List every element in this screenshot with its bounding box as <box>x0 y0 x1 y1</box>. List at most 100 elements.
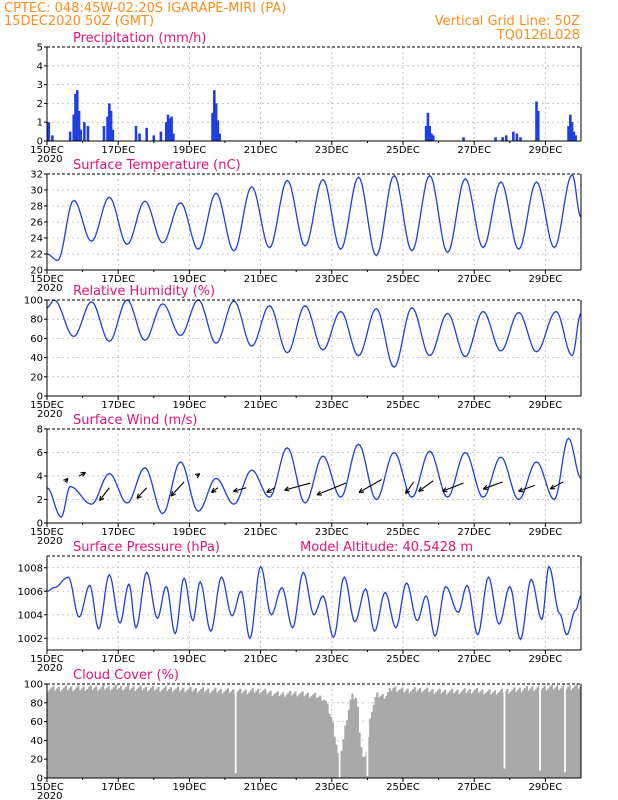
precip-bar <box>515 133 519 141</box>
cloud-bar <box>63 687 66 778</box>
cloud-bar <box>488 689 491 778</box>
precip-bar <box>430 133 433 141</box>
wind-arrow-head <box>518 487 524 493</box>
wind-arrow <box>518 484 535 492</box>
x-tick-label: 17DEC <box>101 274 135 285</box>
cloud-bar <box>390 690 393 778</box>
precip-bar <box>75 90 79 141</box>
cloud-bar <box>413 687 416 778</box>
y-tick-label: 20 <box>30 372 43 383</box>
cloud-bar <box>175 688 178 778</box>
cloud-bar <box>554 687 557 778</box>
precip-bar <box>567 125 570 141</box>
cloud-bar <box>144 686 148 778</box>
cloud-bar <box>198 690 201 778</box>
precip-bar <box>159 131 163 141</box>
cloud-bar <box>123 688 126 778</box>
cloud-bar <box>330 717 333 778</box>
cloud-bar <box>328 713 331 778</box>
cloud-bar <box>472 691 475 778</box>
cloud-bar <box>255 690 258 778</box>
wind-arrow-head <box>549 484 556 490</box>
cloud-bar <box>155 688 158 778</box>
y-tick-label: 28 <box>30 202 43 213</box>
cloud-bar <box>137 687 140 778</box>
cloud-bar <box>205 690 208 778</box>
cloud-bar <box>401 687 404 778</box>
x-tick-label: 19DEC <box>173 782 207 793</box>
cloud-bar <box>290 695 294 778</box>
cloud-bar <box>506 688 509 778</box>
cloud-bar <box>404 690 407 778</box>
cloud-bar <box>370 712 374 778</box>
y-tick-label: 1008 <box>18 563 43 574</box>
cloud-bar <box>68 688 71 778</box>
cloud-bar <box>308 697 311 778</box>
cloud-bar <box>575 684 578 778</box>
cloud-bar <box>225 689 228 778</box>
panel-title: Cloud Cover (%) <box>73 668 179 683</box>
wind-arrow <box>483 481 503 490</box>
wind-arrow-head <box>482 484 489 490</box>
cloud-bar <box>577 688 580 778</box>
y-tick-label: 1004 <box>18 610 43 621</box>
cloud-bar <box>331 722 334 778</box>
cloud-bar <box>59 691 62 778</box>
cloud-bar <box>265 693 269 778</box>
cloud-bar <box>426 687 429 778</box>
cloud-bar <box>214 687 217 778</box>
panel-title: Surface Temperature (nC) <box>73 158 241 173</box>
cloud-bar <box>556 685 559 778</box>
cloud-bar <box>543 685 546 778</box>
year-label: 2020 <box>37 663 62 674</box>
precip-bar <box>574 135 577 141</box>
cloud-bar <box>219 688 222 778</box>
cloud-bar <box>363 756 367 778</box>
precip-bar <box>109 110 113 141</box>
wind-arrow-head <box>418 486 424 492</box>
wind-arrow-head <box>266 487 272 493</box>
wind-arrow <box>549 481 564 490</box>
cloud-bar <box>258 693 261 778</box>
x-tick-label: 19DEC <box>173 527 207 538</box>
cloud-bar <box>449 690 452 778</box>
y-tick-label: 80 <box>30 315 43 326</box>
y-tick-label: 60 <box>30 334 43 345</box>
panels: Precipitation (mm/h) 0 1 2 3 4 5 15DEC 17DEC 19DE… <box>18 31 582 800</box>
year-label: 2020 <box>37 154 62 165</box>
cloud-bar <box>134 691 137 778</box>
cloud-bar <box>459 692 463 778</box>
cloud-bar <box>77 685 80 778</box>
press-line <box>46 565 582 641</box>
cloud-bar <box>504 691 507 778</box>
cloud-bar <box>141 690 144 778</box>
cloud-gap <box>366 684 369 777</box>
cloud-bar <box>399 688 402 778</box>
precip-bar <box>426 112 430 141</box>
cloud-bar <box>524 688 527 778</box>
cloud-bar <box>212 689 215 778</box>
y-tick-label: 30 <box>30 186 43 197</box>
cloud-bar <box>545 690 548 778</box>
cloud-bar <box>241 693 244 778</box>
precip-bar <box>501 137 504 141</box>
cloud-bar <box>541 687 545 778</box>
cloud-bar <box>550 684 553 778</box>
cloud-bar <box>82 686 85 778</box>
wind-arrow-head <box>442 487 448 493</box>
cloud-bar <box>356 706 359 778</box>
cloud-bar <box>385 696 388 778</box>
y-tick-label: 0 <box>37 137 43 148</box>
x-tick-label: 15DEC <box>30 274 64 285</box>
cloud-bar <box>362 757 365 778</box>
cloud-bar <box>314 692 317 778</box>
cloud-bar <box>201 687 205 778</box>
cloud-bar <box>465 692 468 778</box>
cloud-bar <box>379 695 383 778</box>
cloud-bar <box>395 691 399 778</box>
precip-bar <box>170 116 173 141</box>
cloud-bar <box>128 689 132 778</box>
cloud-bar <box>109 690 112 778</box>
cloud-bar <box>93 688 96 778</box>
cloud-bar <box>547 688 550 778</box>
